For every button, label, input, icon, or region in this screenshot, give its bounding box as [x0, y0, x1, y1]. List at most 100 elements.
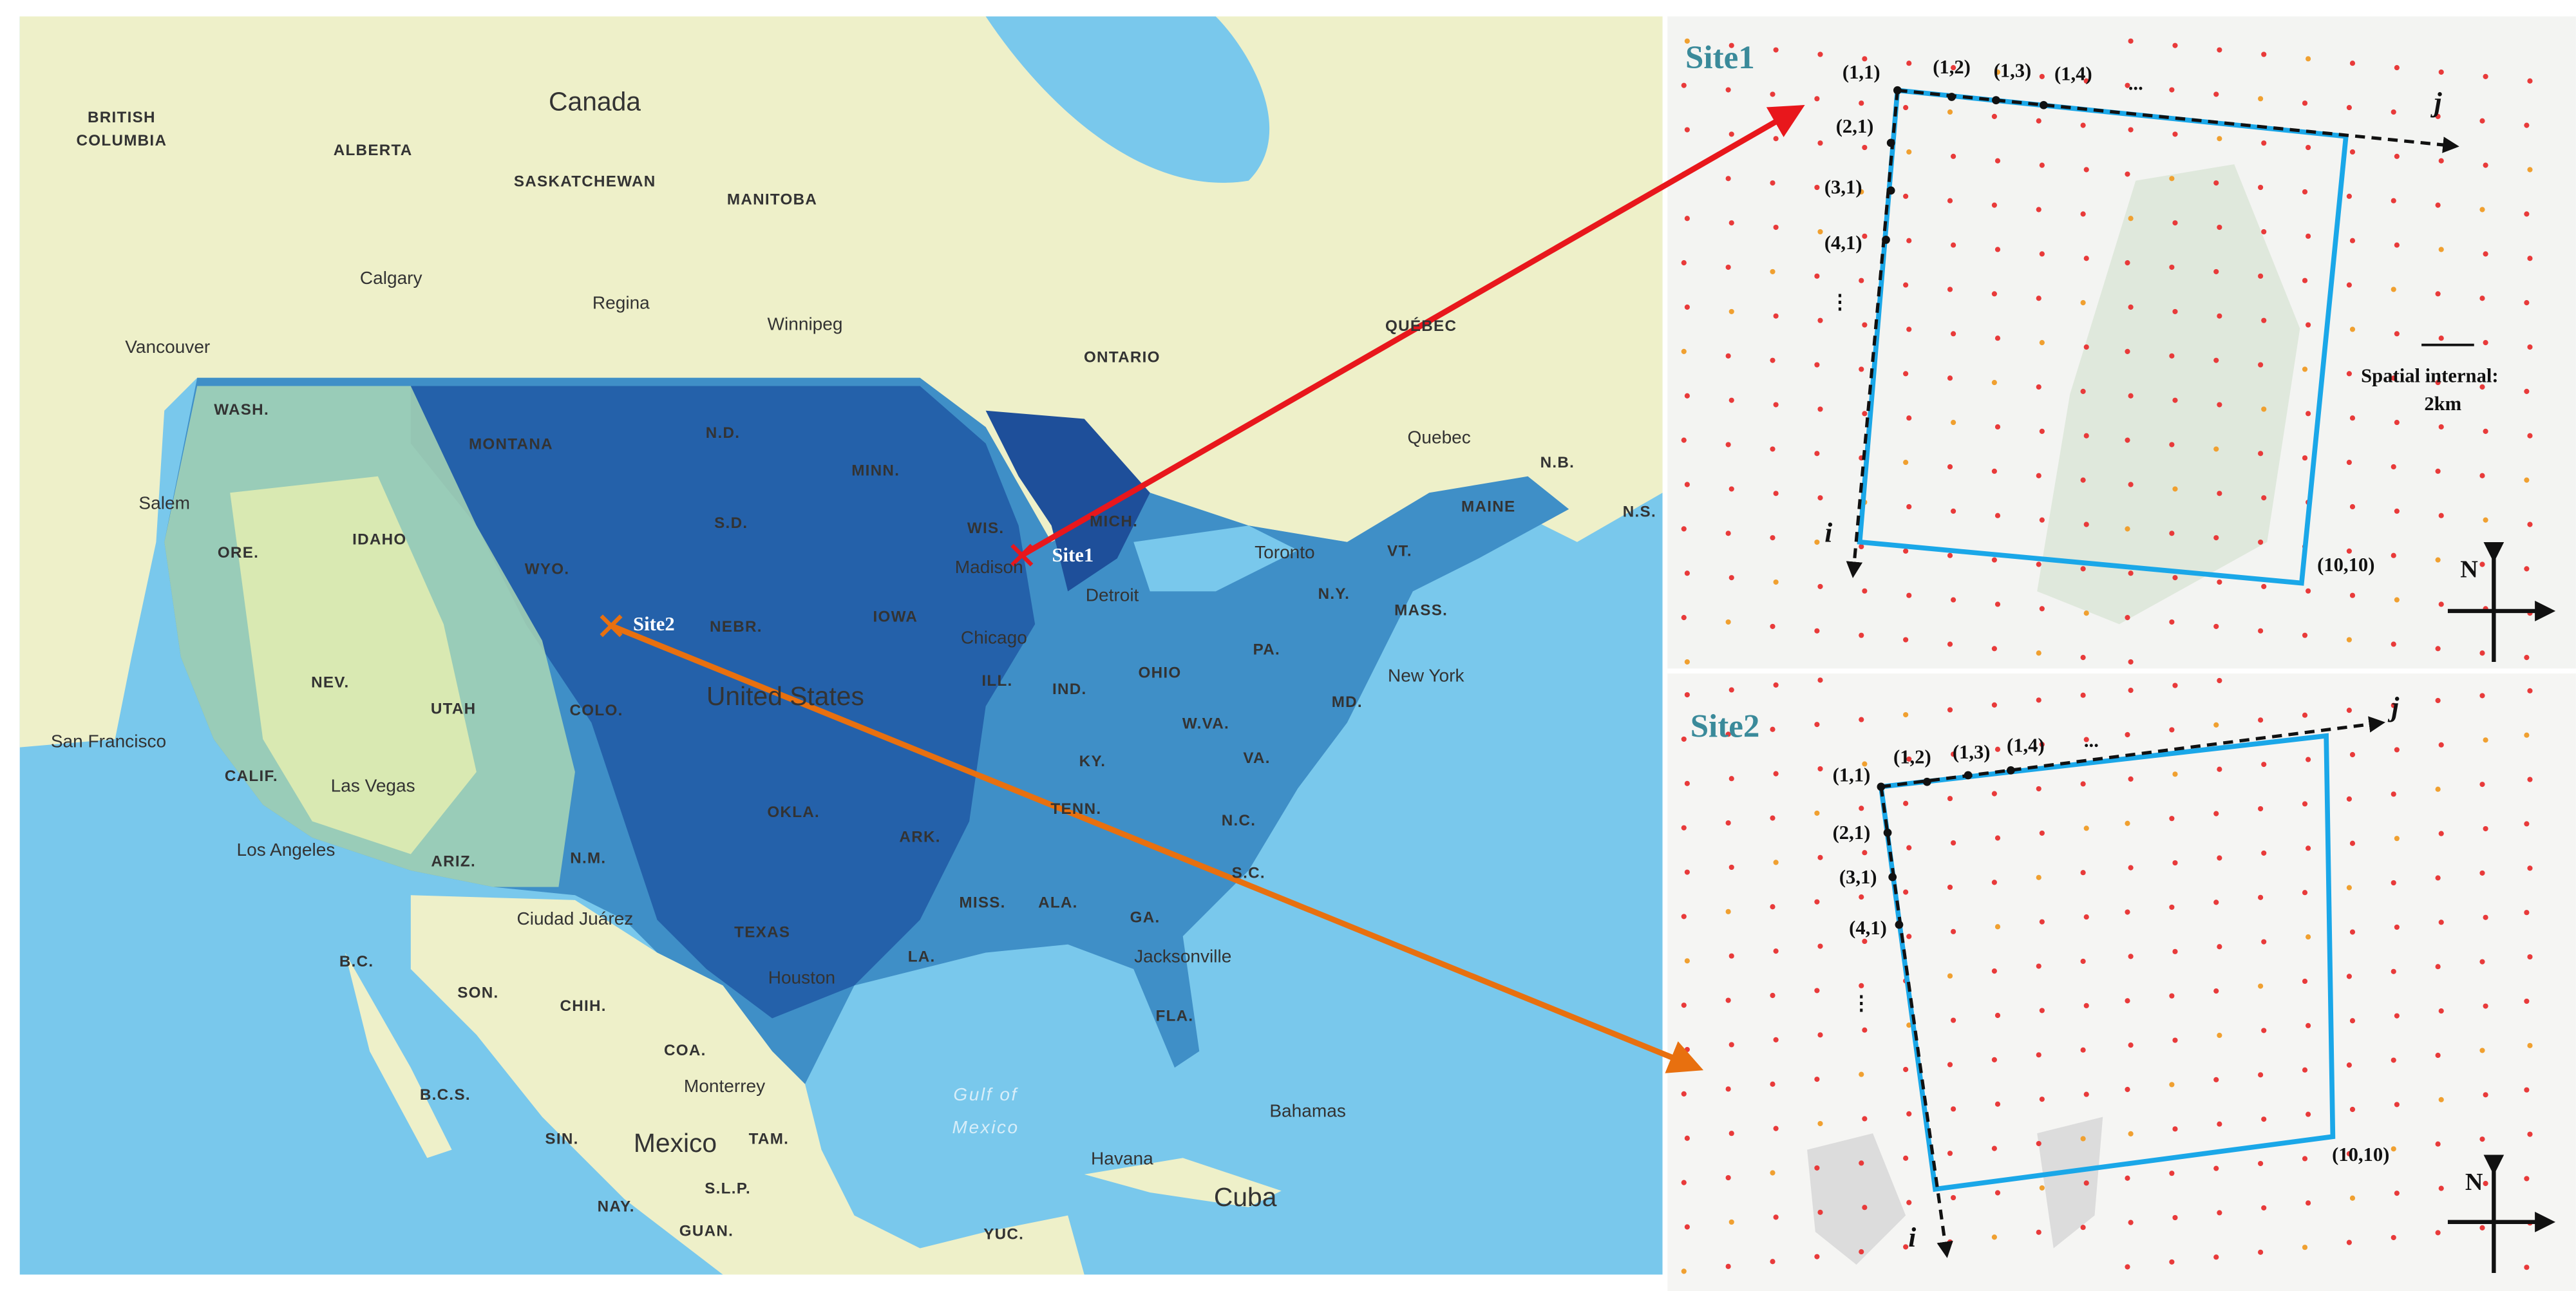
grid-point: [2217, 491, 2222, 496]
grid-point: [2039, 73, 2045, 79]
grid-point: [2080, 655, 2086, 661]
grid-point: [1951, 242, 1956, 248]
grid-point: [1817, 1209, 1823, 1215]
map-label: Ciudad Juárez: [516, 909, 633, 928]
grid-vertex: [1886, 186, 1895, 195]
grid-point: [1991, 791, 1997, 796]
grid-point: [1991, 968, 1997, 974]
grid-point: [2128, 954, 2134, 959]
grid-point: [2524, 655, 2530, 661]
grid-point: [1725, 264, 1731, 270]
grid-point: [1728, 1042, 1734, 1048]
canada-land: [19, 16, 1663, 748]
grid-point: [2306, 411, 2311, 417]
grid-point: [1728, 220, 1734, 226]
grid-point: [1862, 411, 1868, 417]
grid-point: [2213, 623, 2219, 629]
grid-point: [2261, 140, 2267, 146]
grid-point: [2169, 619, 2175, 625]
grid-point: [1681, 1180, 1687, 1185]
grid-point: [1770, 1081, 1776, 1087]
grid-point: [1991, 113, 1997, 119]
map-label: COLUMBIA: [77, 132, 167, 149]
grid-point: [2128, 570, 2134, 576]
grid-point: [2349, 1018, 2356, 1024]
panel-title: Site2: [1690, 708, 1760, 744]
grid-point: [2258, 806, 2264, 812]
grid-point: [2479, 1225, 2485, 1230]
grid-vertex: [1947, 93, 1956, 101]
map-label: ARIZ.: [431, 853, 476, 871]
grid-vertex: [1992, 96, 2000, 104]
grid-point: [1994, 247, 2001, 252]
grid-point: [2039, 162, 2045, 168]
map-label: ALBERTA: [334, 142, 413, 159]
map-label: Detroit: [1086, 585, 1139, 605]
i-arrow: [1879, 786, 1953, 1258]
grid-point: [2169, 993, 2175, 999]
grid-vertex: [1888, 872, 1897, 881]
grid-point: [1814, 810, 1820, 816]
map-label: WYO.: [525, 561, 570, 578]
grid-point: [2435, 291, 2441, 297]
grid-point: [2527, 256, 2533, 261]
grid-point: [2217, 766, 2222, 772]
grid-point: [2524, 211, 2530, 217]
grid-point: [2435, 1052, 2441, 1059]
grid-point: [2479, 473, 2485, 478]
grid-point: [1951, 65, 1956, 71]
lake-area: [1807, 1133, 1906, 1265]
grid-point: [1859, 543, 1864, 550]
grid-point: [2479, 296, 2485, 301]
grid-point: [2527, 1131, 2533, 1137]
panel-bg: [1667, 673, 2576, 1291]
grid-point: [1684, 958, 1690, 964]
map-label: Quebec: [1408, 427, 1471, 447]
grid-point: [1859, 100, 1864, 106]
grid-point: [2217, 579, 2222, 585]
map-label: Regina: [592, 292, 650, 312]
grid-point: [2036, 1052, 2041, 1058]
lake-area: [2037, 1117, 2103, 1249]
grid-point: [2217, 677, 2222, 684]
grid-point: [2483, 1180, 2488, 1187]
grid-point: [2125, 1086, 2130, 1093]
grid-point: [1906, 61, 1912, 66]
desert: [230, 476, 477, 854]
grid-point: [2394, 508, 2400, 514]
grid-point: [1991, 557, 1997, 563]
map-label: New York: [1388, 665, 1464, 685]
grid-point: [1991, 202, 1997, 208]
map-label: ORE.: [218, 544, 259, 561]
grid-point: [2169, 353, 2175, 359]
grid-point: [2039, 1185, 2045, 1191]
grid-point: [1903, 548, 1909, 554]
map-label: MD.: [1332, 693, 1363, 711]
grid-point: [2527, 865, 2533, 871]
grid-point: [2036, 963, 2041, 969]
mexico-land: [410, 895, 1084, 1275]
grid-point: [1859, 1160, 1864, 1166]
grid-point: [2213, 91, 2219, 97]
grid-point: [2039, 742, 2045, 748]
grid-point: [1947, 1239, 1953, 1245]
grid-point: [1681, 437, 1687, 443]
grid-point: [2213, 811, 2219, 816]
map-label: N.M.: [570, 850, 606, 867]
grid-point: [2217, 855, 2222, 861]
grid-point: [2391, 287, 2396, 292]
grid-point: [1725, 176, 1731, 182]
grid-point: [2083, 737, 2089, 742]
map-label: MISS.: [959, 894, 1005, 911]
map-label: LA.: [908, 948, 936, 966]
grid-point: [1906, 1200, 1912, 1205]
grid-point: [1773, 682, 1779, 688]
plains-wet: [410, 386, 1036, 1019]
site1-panel: [1667, 16, 2576, 669]
map-label: Jacksonville: [1134, 947, 1231, 966]
grid-point: [1903, 1066, 1909, 1073]
map-label: COLO.: [570, 702, 623, 719]
grid-point: [1859, 983, 1864, 988]
grid-point: [2258, 184, 2264, 191]
grid-point: [2125, 909, 2130, 915]
